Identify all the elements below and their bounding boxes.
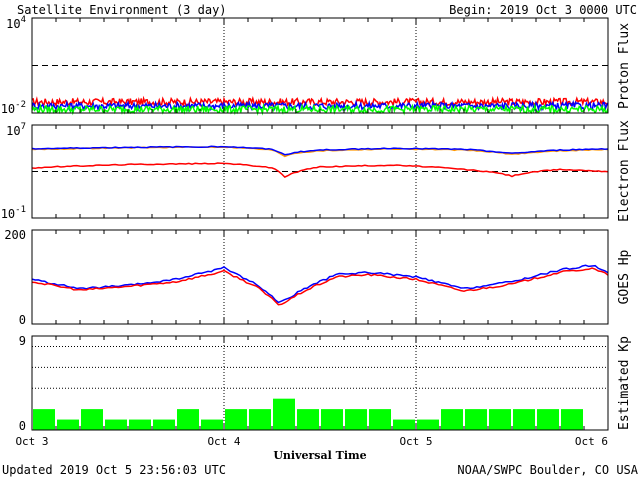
panel-1: 104 10-2 Proton Flux bbox=[1, 15, 632, 116]
chart-title: Satellite Environment (3 day) bbox=[17, 3, 227, 17]
kp-bar bbox=[81, 409, 103, 430]
panel-3: 200 0 GOES Hp bbox=[4, 228, 632, 327]
y-tick-label: 104 bbox=[6, 15, 26, 31]
y-tick-label: 0 bbox=[19, 313, 26, 327]
credit-text: NOAA/SWPC Boulder, CO USA bbox=[457, 463, 638, 477]
series-blue bbox=[31, 264, 609, 304]
kp-bar bbox=[225, 409, 247, 430]
x-axis-title: Universal Time bbox=[273, 449, 366, 462]
panel-label: GOES Hp bbox=[617, 249, 632, 304]
panel-label: Estimated Kp bbox=[617, 336, 632, 430]
x-tick-label-oct5: Oct 5 bbox=[399, 435, 432, 448]
x-tick-label-oct4: Oct 4 bbox=[207, 435, 240, 448]
kp-bar bbox=[153, 419, 175, 430]
kp-bar bbox=[417, 419, 439, 430]
y-tick-label: 200 bbox=[4, 228, 26, 242]
kp-bar bbox=[273, 398, 295, 430]
kp-bar bbox=[249, 409, 271, 430]
kp-bar bbox=[345, 409, 367, 430]
updated-timestamp: Updated 2019 Oct 5 23:56:03 UTC bbox=[2, 463, 226, 477]
x-tick-label-oct6: Oct 6 bbox=[575, 435, 608, 448]
kp-bar bbox=[393, 419, 415, 430]
x-tick-label-oct3: Oct 3 bbox=[15, 435, 48, 448]
kp-bar bbox=[513, 409, 535, 430]
kp-bar bbox=[129, 419, 151, 430]
kp-bar bbox=[561, 409, 583, 430]
panel-frame bbox=[31, 17, 609, 114]
panel-label: Electron Flux bbox=[617, 120, 632, 222]
kp-bar bbox=[321, 409, 343, 430]
kp-bar bbox=[297, 409, 319, 430]
kp-bar bbox=[105, 419, 127, 430]
series-blue bbox=[31, 145, 609, 156]
kp-bar bbox=[369, 409, 391, 430]
y-tick-label: 9 bbox=[19, 334, 26, 348]
panel-frame bbox=[31, 229, 609, 325]
series-red bbox=[31, 95, 609, 108]
begin-time: Begin: 2019 Oct 3 0000 UTC bbox=[449, 3, 637, 17]
kp-bar bbox=[201, 419, 223, 430]
panels: 104 10-2 Proton Flux 107 10-1 Electron Flux 20… bbox=[1, 15, 632, 433]
y-tick-label: 0 bbox=[19, 419, 26, 433]
y-tick-label: 10-2 bbox=[1, 100, 26, 116]
kp-bar bbox=[33, 409, 55, 430]
kp-bar bbox=[489, 409, 511, 430]
panel-2: 107 10-1 Electron Flux bbox=[1, 120, 632, 222]
kp-bar bbox=[177, 409, 199, 430]
series-blue bbox=[31, 99, 609, 113]
panel-4: 9 0 Estimated Kp bbox=[19, 334, 632, 433]
panel-frame bbox=[31, 124, 609, 219]
series-red bbox=[31, 267, 609, 306]
series-red bbox=[31, 162, 609, 179]
kp-bar bbox=[57, 419, 79, 430]
kp-bar bbox=[537, 409, 559, 430]
kp-bar bbox=[465, 409, 487, 430]
y-tick-label: 10-1 bbox=[1, 205, 26, 221]
panel-label: Proton Flux bbox=[617, 23, 632, 109]
kp-bar bbox=[441, 409, 463, 430]
y-tick-label: 107 bbox=[6, 122, 26, 138]
